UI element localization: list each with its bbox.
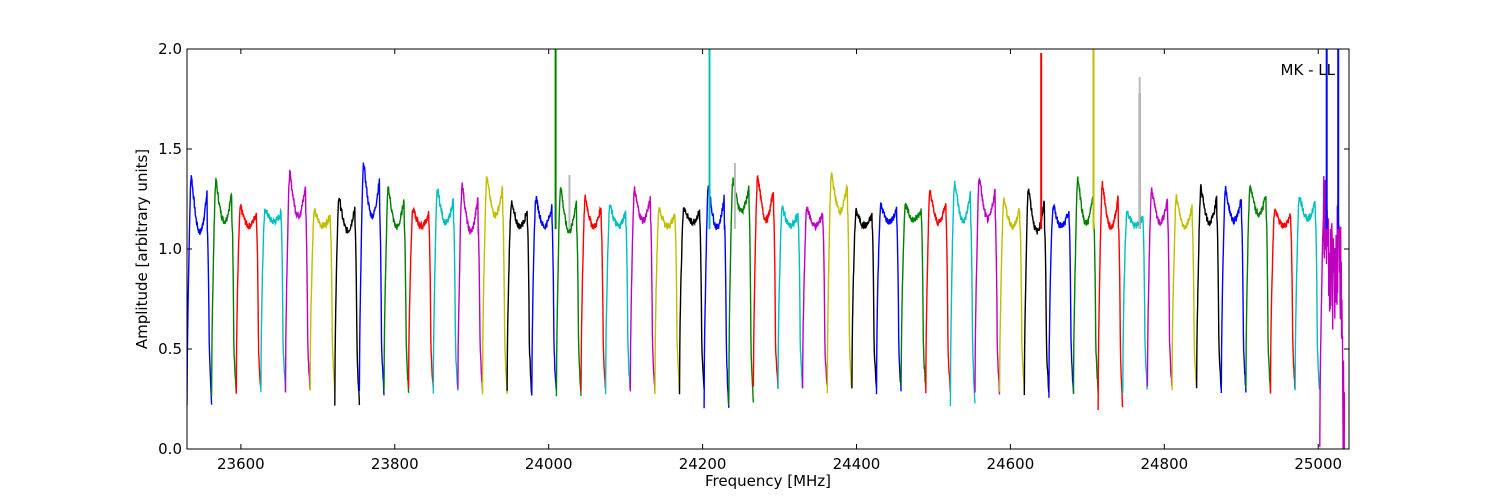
y-tick-label: 1.0 xyxy=(158,240,182,258)
ticks-layer: 23600 23800 24000 24200 24400 24600 24800 25000… xyxy=(158,40,1349,473)
series-line xyxy=(654,207,681,395)
y-tick-label: 1.5 xyxy=(158,140,182,158)
series-line xyxy=(187,175,213,406)
series-line xyxy=(1146,187,1173,387)
series-line xyxy=(1023,188,1050,396)
series-line xyxy=(358,162,385,396)
series-line xyxy=(432,188,459,394)
x-tick-label: 24400 xyxy=(833,455,881,473)
series-line xyxy=(1195,184,1222,391)
series-line xyxy=(826,172,853,394)
series-line xyxy=(1294,196,1321,391)
series-line xyxy=(580,194,607,391)
series-line xyxy=(1269,208,1296,394)
series-line xyxy=(407,206,434,389)
series-line xyxy=(851,207,878,389)
y-tick-label: 0.0 xyxy=(158,440,182,458)
series-line xyxy=(1220,185,1247,394)
y-tick-label: 2.0 xyxy=(158,40,182,58)
x-tick-label: 24600 xyxy=(987,455,1035,473)
series-line xyxy=(506,200,533,396)
series-line xyxy=(949,180,976,407)
series-line xyxy=(284,169,311,393)
series-line xyxy=(457,182,484,391)
series-line xyxy=(925,189,952,394)
series-line xyxy=(531,196,558,396)
series-line xyxy=(678,206,705,395)
series-line xyxy=(900,202,927,389)
x-tick-label: 23600 xyxy=(217,455,265,473)
series-line xyxy=(1097,180,1124,411)
series-line xyxy=(801,206,828,389)
y-axis-label: Amplitude [arbitrary units] xyxy=(133,149,151,349)
series-line xyxy=(703,185,730,409)
annotation-label: MK - LL xyxy=(1281,61,1336,79)
x-tick-label: 24800 xyxy=(1140,455,1188,473)
series-line xyxy=(334,197,361,406)
x-tick-label: 24200 xyxy=(679,455,727,473)
x-tick-label: 23800 xyxy=(371,455,419,473)
series-line xyxy=(875,202,902,395)
series-line xyxy=(235,204,262,394)
series-line xyxy=(555,187,582,397)
series-line xyxy=(1122,210,1149,394)
y-tick-label: 0.5 xyxy=(158,340,182,358)
x-axis-label: Frequency [MHz] xyxy=(705,472,831,490)
series-line xyxy=(728,177,755,406)
series-line xyxy=(998,197,1025,392)
series-line xyxy=(210,177,237,397)
x-tick-label: 25000 xyxy=(1294,455,1342,473)
series-line xyxy=(752,174,779,389)
series-layer xyxy=(187,49,1346,449)
series-line xyxy=(974,177,1001,395)
series-line xyxy=(1171,194,1198,391)
series-line xyxy=(1048,203,1075,398)
series-line xyxy=(629,186,656,392)
series-line xyxy=(383,186,410,393)
series-line xyxy=(260,207,287,393)
x-tick-label: 24000 xyxy=(525,455,573,473)
series-line xyxy=(604,204,631,395)
series-line xyxy=(481,176,508,395)
series-line xyxy=(1245,184,1272,393)
series-line xyxy=(309,208,336,393)
series-line xyxy=(1319,175,1346,449)
series-line xyxy=(777,205,804,389)
